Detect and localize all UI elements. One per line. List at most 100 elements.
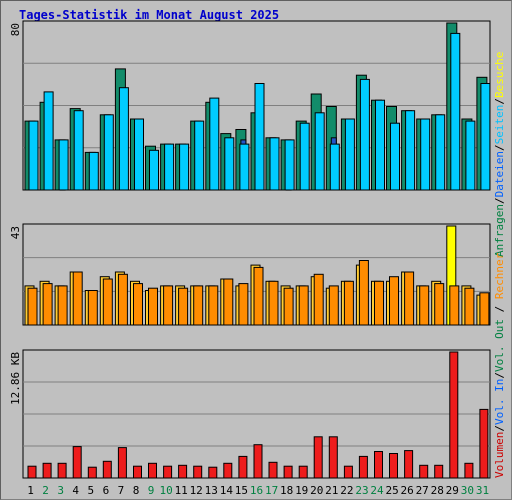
day-label-29: 29 [446,484,459,497]
bar-seiten-day-18 [284,139,295,191]
bar-rechner-day-1 [27,287,38,326]
bar-seiten-day-31 [480,83,491,191]
day-label-12: 12 [190,484,203,497]
bar-volumen-day-25 [389,453,398,479]
bar-volumen-day-3 [57,462,67,479]
bar-volumen-day-19 [298,465,308,479]
bar-seiten-day-14 [224,137,235,191]
bar-volumen-day-21 [328,436,338,479]
bar-rechner-day-22 [343,280,354,326]
bar-rechner-day-15 [238,283,249,326]
bar-volumen-day-6 [102,460,112,479]
bar-seiten-day-21 [329,143,340,191]
bar-seiten-day-22 [344,118,355,191]
legend-dateien-label: Dateien [493,151,506,197]
bar-volumen-day-16 [253,444,263,479]
day-label-30: 30 [461,484,474,497]
bar-seiten-day-5 [88,151,99,191]
bar-volumen-day-11 [178,464,188,479]
day-label-26: 26 [400,484,413,497]
bar-volumen-day-2 [42,462,52,479]
legend-seiten-label: Seiten [493,105,506,145]
day-label-6: 6 [103,484,110,497]
day-label-9: 9 [148,484,155,497]
bar-seiten-day-8 [134,118,144,191]
bar-volumen-day-15 [238,455,248,479]
day-label-13: 13 [205,484,218,497]
bar-seiten-day-19 [299,122,310,191]
bar-volumen-day-14 [223,462,233,479]
bar-rechner-day-23 [358,260,369,326]
bar-rechner-day-19 [298,285,309,326]
bar-rechner-day-11 [178,287,189,326]
day-label-17: 17 [265,484,278,497]
bar-rechner-day-29 [449,285,460,326]
bar-seiten-day-7 [118,87,129,191]
bar-seiten-day-25 [390,122,400,191]
bar-volumen-day-31 [479,408,489,479]
bar-seiten-day-13 [209,97,220,191]
bar-rechner-day-13 [208,285,219,326]
legend--label: / [493,372,506,379]
ymax-label: 43 [9,226,22,239]
bar-volumen-day-30 [464,462,474,479]
day-label-8: 8 [133,484,140,497]
day-label-7: 7 [118,484,125,497]
legend-volin-label: Vol. In [493,379,506,425]
day-label-2: 2 [42,484,49,497]
bar-rechner-day-7 [117,273,128,326]
day-label-4: 4 [72,484,79,497]
day-label-31: 31 [476,484,489,497]
day-label-22: 22 [340,484,353,497]
bar-rechner-day-18 [283,287,294,326]
bar-rechner-day-9 [148,287,158,326]
bar-volumen-day-26 [404,450,414,479]
bar-seiten-day-2 [43,91,54,191]
day-label-25: 25 [385,484,398,497]
bar-volumen-day-28 [434,464,444,479]
bar-seiten-day-10 [164,143,175,191]
bar-volumen-day-22 [343,465,353,479]
bar-seiten-day-28 [435,114,446,191]
bar-rechner-day-21 [328,285,339,326]
bar-volumen-day-29 [449,351,459,479]
bar-seiten-day-26 [405,110,416,191]
bar-seiten-day-12 [194,120,205,191]
bar-volumen-day-17 [268,461,278,479]
bar-volumen-day-1 [27,465,37,479]
bar-seiten-day-1 [28,120,39,191]
bar-volumen-day-4 [72,446,82,479]
day-label-10: 10 [159,484,172,497]
bar-volumen-day-10 [163,465,173,479]
legend--label: / [493,144,506,151]
bar-rechner-day-6 [102,278,113,326]
panel-requests-pages-files: 80 [9,20,491,191]
bar-rechner-day-3 [57,285,68,326]
legend--label: / [493,197,506,204]
bar-rechner-day-28 [434,283,445,326]
legend-volout-label: Vol. Out [493,319,506,372]
legend-besuche-label: Besuche [493,52,506,98]
day-label-14: 14 [220,484,234,497]
day-label-3: 3 [57,484,64,497]
right-legend: Volumen/Vol. In/Vol. Out / Rechner [493,252,506,478]
bar-volumen-day-27 [419,464,429,479]
bar-rechner-day-12 [193,285,204,326]
legend-volumen-label: Volumen [493,432,506,478]
day-label-5: 5 [87,484,94,497]
legend--label: / [493,299,506,319]
panel-visits-hosts: 43 [9,223,491,326]
bar-rechner-day-4 [72,271,83,326]
bar-rechner-day-31 [479,292,490,326]
bar-volumen-day-24 [374,451,383,479]
bar-rechner-day-24 [374,280,384,326]
bar-volumen-day-5 [87,466,97,479]
bar-rechner-day-10 [163,285,174,326]
bar-seiten-day-27 [420,118,431,191]
bar-rechner-day-20 [313,273,324,326]
bar-seiten-day-4 [73,110,84,191]
day-label-1: 1 [27,484,34,497]
ymax-label: 12.86 KB [9,352,22,405]
bar-seiten-day-20 [314,112,325,191]
bar-seiten-day-9 [149,149,159,191]
